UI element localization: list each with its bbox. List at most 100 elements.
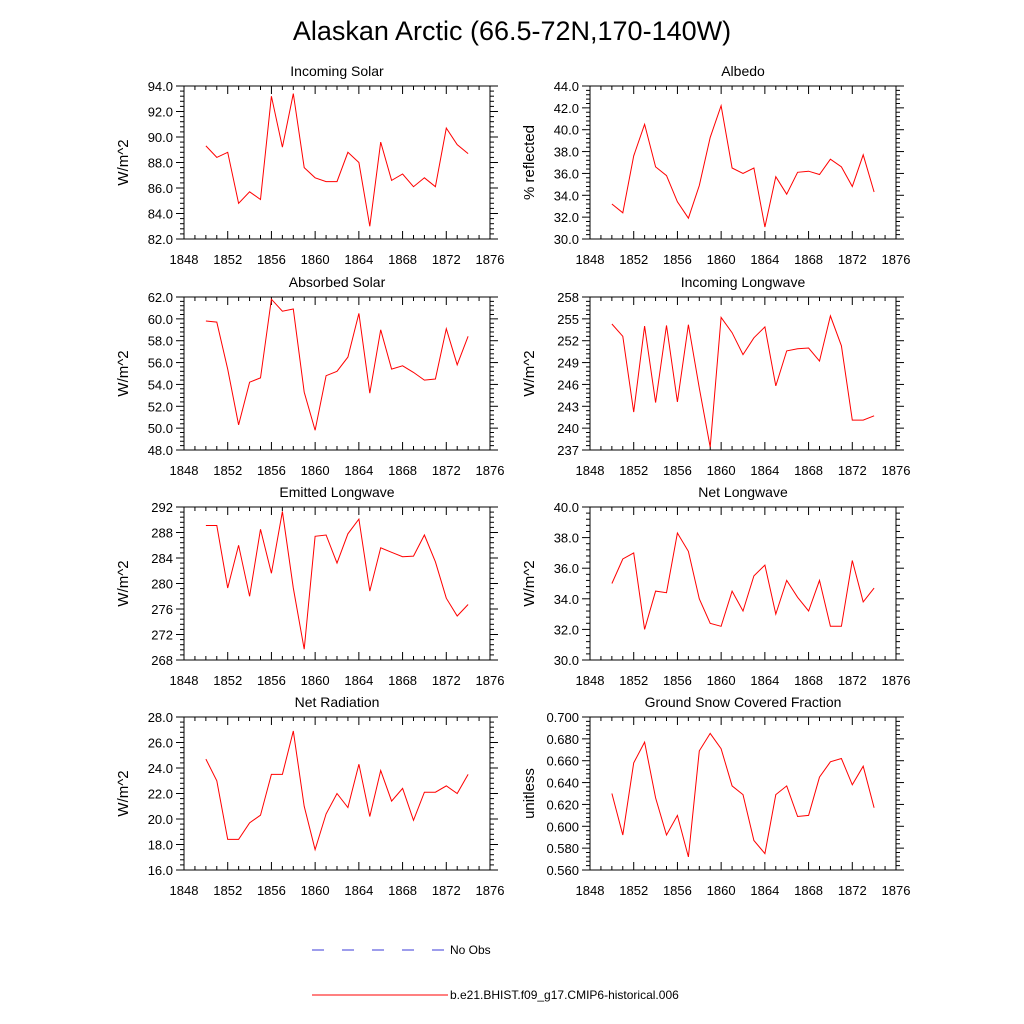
x-tick-label: 1860	[301, 883, 330, 898]
y-tick-label: 237	[557, 443, 579, 458]
x-tick-label: 1852	[619, 673, 648, 688]
y-tick-label: 42.0	[554, 101, 579, 116]
y-axis-label: W/m^2	[115, 770, 132, 816]
x-tick-label: 1868	[388, 883, 417, 898]
y-tick-label: 40.0	[554, 123, 579, 138]
y-tick-label: 58.0	[148, 334, 173, 349]
x-tick-label: 1852	[619, 252, 648, 267]
y-tick-label: 52.0	[148, 399, 173, 414]
x-tick-label: 1876	[476, 252, 505, 267]
x-tick-label: 1860	[707, 673, 736, 688]
y-tick-label: 40.0	[554, 500, 579, 515]
x-tick-label: 1860	[707, 883, 736, 898]
y-tick-label: 0.700	[546, 710, 579, 725]
x-tick-label: 1856	[663, 673, 692, 688]
legend-model-label: b.e21.BHIST.f09_g17.CMIP6-historical.006	[450, 988, 679, 1002]
panel-title: Net Radiation	[295, 694, 380, 710]
x-tick-label: 1872	[432, 463, 461, 478]
x-tick-label: 1868	[794, 252, 823, 267]
y-tick-label: 252	[557, 334, 579, 349]
x-tick-label: 1868	[388, 252, 417, 267]
series-line	[205, 511, 469, 650]
x-tick-label: 1876	[476, 463, 505, 478]
panel-title: Ground Snow Covered Fraction	[645, 694, 842, 710]
x-tick-label: 1860	[301, 252, 330, 267]
figure-title: Alaskan Arctic (66.5-72N,170-140W)	[293, 16, 731, 46]
y-tick-label: 28.0	[148, 710, 173, 725]
x-tick-label: 1860	[707, 463, 736, 478]
x-tick-label: 1848	[576, 673, 605, 688]
panel-0: Incoming Solar W/m^2 1848 1852 1856 1860 1864 1…	[115, 63, 504, 267]
y-tick-label: 288	[151, 526, 173, 541]
plot-frame	[183, 296, 491, 451]
x-tick-label: 1872	[432, 883, 461, 898]
y-tick-label: 84.0	[148, 207, 173, 222]
x-tick-label: 1864	[344, 252, 373, 267]
y-tick-label: 0.560	[546, 863, 579, 878]
y-tick-label: 36.0	[554, 166, 579, 181]
x-tick-label: 1848	[576, 883, 605, 898]
y-tick-label: 0.680	[546, 732, 579, 747]
y-tick-label: 38.0	[554, 531, 579, 546]
y-tick-label: 18.0	[148, 838, 173, 853]
y-tick-label: 34.0	[554, 188, 579, 203]
y-tick-label: 284	[151, 551, 173, 566]
x-tick-label: 1876	[882, 252, 911, 267]
x-tick-label: 1856	[663, 252, 692, 267]
x-tick-label: 1868	[388, 463, 417, 478]
y-axis-label: W/m^2	[521, 560, 538, 606]
y-tick-label: 249	[557, 356, 579, 371]
y-tick-label: 0.640	[546, 776, 579, 791]
panel-4: Emitted Longwave W/m^2 1848 1852 1856 1860 186…	[115, 484, 504, 688]
x-tick-label: 1872	[838, 252, 867, 267]
panel-title: Absorbed Solar	[289, 274, 386, 290]
x-tick-label: 1852	[213, 252, 242, 267]
x-tick-label: 1856	[663, 883, 692, 898]
y-tick-label: 276	[151, 602, 173, 617]
y-tick-label: 88.0	[148, 156, 173, 171]
x-tick-label: 1852	[213, 883, 242, 898]
x-tick-label: 1848	[576, 252, 605, 267]
y-tick-label: 56.0	[148, 356, 173, 371]
legend-obs-label: No Obs	[450, 943, 491, 957]
panel-2: Absorbed Solar W/m^2 1848 1852 1856 1860 1864 1…	[115, 274, 504, 478]
x-tick-label: 1848	[170, 883, 199, 898]
x-tick-label: 1864	[344, 463, 373, 478]
y-tick-label: 0.600	[546, 819, 579, 834]
y-tick-label: 0.580	[546, 841, 579, 856]
y-tick-label: 82.0	[148, 232, 173, 247]
y-tick-label: 272	[151, 628, 173, 643]
x-tick-label: 1868	[794, 673, 823, 688]
y-tick-label: 0.660	[546, 754, 579, 769]
x-tick-label: 1852	[619, 883, 648, 898]
x-tick-label: 1852	[213, 463, 242, 478]
y-tick-label: 32.0	[554, 622, 579, 637]
y-tick-label: 26.0	[148, 736, 173, 751]
panel-3: Incoming Longwave W/m^2 1848 1852 1856 1860 18…	[521, 274, 910, 478]
x-tick-label: 1856	[257, 673, 286, 688]
panel-6: Net Radiation W/m^2 1848 1852 1856 1860 1864 18…	[115, 694, 504, 898]
x-tick-label: 1864	[750, 883, 779, 898]
y-axis-label: W/m^2	[115, 560, 132, 606]
x-tick-label: 1864	[750, 252, 779, 267]
y-tick-label: 258	[557, 290, 579, 305]
x-tick-label: 1856	[663, 463, 692, 478]
y-tick-label: 240	[557, 421, 579, 436]
x-tick-label: 1860	[301, 673, 330, 688]
panel-title: Emitted Longwave	[279, 484, 394, 500]
x-tick-label: 1856	[257, 883, 286, 898]
panel-title: Incoming Longwave	[681, 274, 806, 290]
y-tick-label: 90.0	[148, 130, 173, 145]
y-tick-label: 268	[151, 653, 173, 668]
y-tick-label: 62.0	[148, 290, 173, 305]
plot-frame	[589, 296, 897, 451]
x-tick-label: 1864	[750, 673, 779, 688]
x-tick-label: 1864	[344, 883, 373, 898]
x-tick-label: 1860	[301, 463, 330, 478]
plot-frame	[589, 506, 897, 661]
series-line	[611, 103, 875, 228]
x-tick-label: 1856	[257, 463, 286, 478]
y-tick-label: 32.0	[554, 210, 579, 225]
x-tick-label: 1876	[476, 673, 505, 688]
